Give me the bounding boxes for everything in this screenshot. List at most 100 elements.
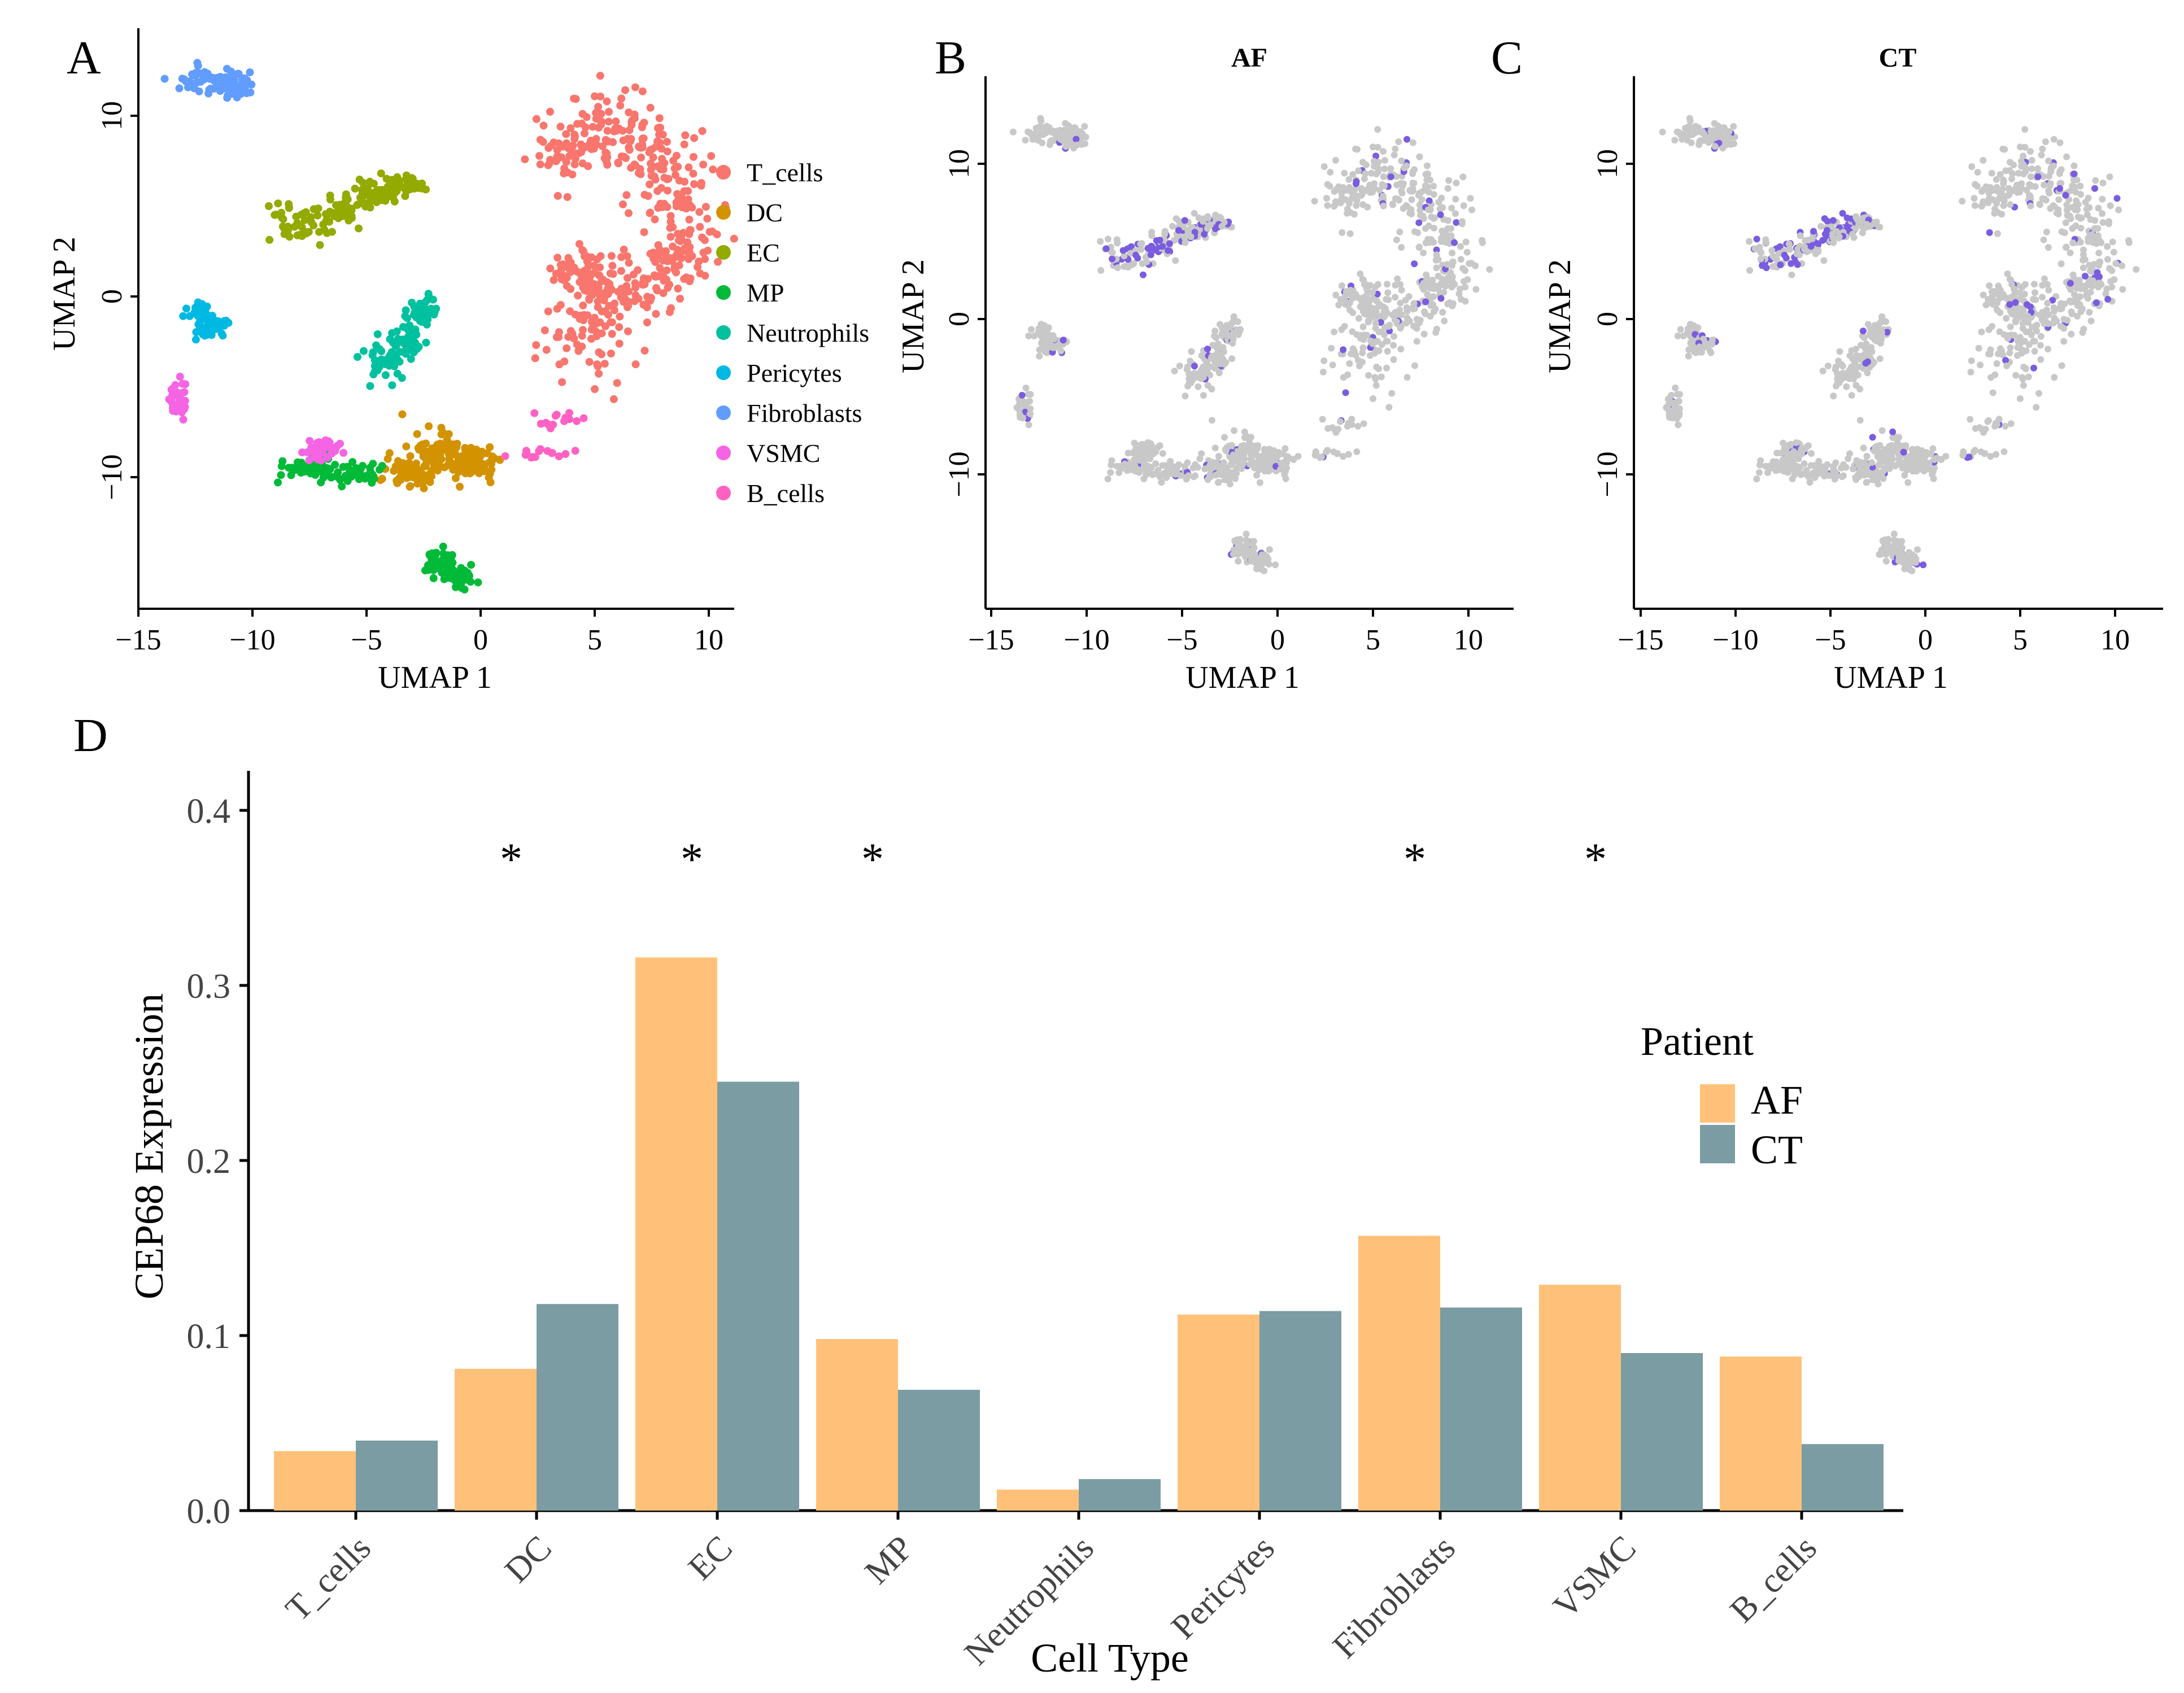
umap-point xyxy=(2009,170,2016,177)
umap-point xyxy=(395,348,403,356)
umap-point xyxy=(402,350,410,358)
umap-point xyxy=(1025,421,1032,429)
y-tick-label: 10 xyxy=(96,101,128,130)
umap-point xyxy=(1829,217,1837,224)
umap-point xyxy=(551,412,560,420)
umap-point xyxy=(604,117,613,126)
umap-point xyxy=(1869,434,1876,441)
y-tick-label: −10 xyxy=(96,454,128,500)
umap-point xyxy=(1218,222,1226,230)
umap-point xyxy=(1222,447,1230,455)
umap-point xyxy=(1845,455,1852,462)
umap-point xyxy=(1344,371,1352,378)
legend-dot xyxy=(716,165,731,180)
umap-point xyxy=(1866,331,1873,338)
umap-point xyxy=(619,136,627,145)
umap-point xyxy=(1189,464,1197,472)
umap-point xyxy=(2006,301,2013,308)
umap-point xyxy=(602,137,611,146)
umap-point xyxy=(366,203,374,212)
umap-point xyxy=(2080,264,2087,272)
umap-point xyxy=(1833,472,1841,479)
umap-point xyxy=(550,276,558,284)
umap-point xyxy=(546,156,555,164)
umap-point xyxy=(1402,296,1409,304)
umap-point xyxy=(643,303,651,312)
umap-point xyxy=(1311,452,1319,459)
umap-point xyxy=(1672,385,1679,391)
umap-point xyxy=(339,208,347,216)
umap-point xyxy=(1097,238,1104,245)
legend-dot xyxy=(716,245,731,260)
umap-point xyxy=(1449,250,1456,256)
umap-point xyxy=(1825,472,1833,479)
umap-point xyxy=(377,169,385,178)
umap-point xyxy=(1379,182,1387,189)
umap-point xyxy=(188,70,197,78)
umap-point xyxy=(1409,139,1416,146)
umap-point xyxy=(1230,451,1237,459)
umap-point xyxy=(603,150,611,158)
umap-point xyxy=(390,466,398,475)
umap-point xyxy=(2041,181,2048,189)
umap-point xyxy=(485,473,493,482)
umap-point xyxy=(1361,175,1368,182)
umap-point xyxy=(2084,280,2091,287)
umap-point xyxy=(2041,195,2048,203)
umap-point xyxy=(1677,130,1684,138)
umap-point xyxy=(2040,236,2047,243)
umap-point xyxy=(1909,446,1916,453)
umap-point xyxy=(2062,219,2069,226)
umap-point xyxy=(1243,530,1250,538)
umap-point xyxy=(1784,450,1791,457)
umap-point xyxy=(1185,379,1193,387)
x-tick-label: −15 xyxy=(968,624,1014,656)
umap-point xyxy=(1441,317,1448,325)
umap-point xyxy=(1817,222,1825,230)
umap-point xyxy=(1727,141,1734,148)
umap-point xyxy=(1241,428,1248,435)
umap-point xyxy=(1339,229,1346,236)
umap-point xyxy=(2024,319,2032,326)
umap-point xyxy=(1830,462,1837,470)
umap-point xyxy=(1156,442,1163,450)
umap-point xyxy=(343,474,352,482)
umap-point xyxy=(1695,141,1703,149)
umap-point xyxy=(1398,157,1405,164)
umap-point xyxy=(570,160,579,169)
umap-point xyxy=(1444,225,1451,232)
umap-point xyxy=(1753,235,1760,243)
umap-point xyxy=(432,558,441,566)
umap-point xyxy=(407,342,416,351)
umap-point xyxy=(543,447,552,455)
umap-point xyxy=(317,478,325,487)
umap-point xyxy=(2005,185,2012,192)
umap-point xyxy=(1239,443,1246,450)
umap-point xyxy=(1985,326,1993,333)
umap-point xyxy=(2084,295,2091,302)
umap-point xyxy=(521,451,530,459)
umap-point xyxy=(1331,328,1338,335)
umap-point xyxy=(2026,193,2034,200)
umap-point xyxy=(2112,260,2120,267)
umap-point xyxy=(1479,237,1486,244)
umap-point xyxy=(2041,275,2048,282)
umap-point xyxy=(446,440,454,449)
umap-point xyxy=(2080,256,2087,264)
umap-point xyxy=(409,334,417,342)
umap-point xyxy=(1420,286,1427,293)
umap-point xyxy=(596,92,605,101)
umap-point xyxy=(1409,185,1416,192)
umap-point xyxy=(1466,260,1473,267)
umap-point xyxy=(338,482,346,491)
umap-point xyxy=(205,325,213,333)
umap-point xyxy=(2069,239,2077,247)
umap-point xyxy=(1200,392,1207,399)
umap-point xyxy=(561,413,570,422)
umap-point xyxy=(1372,308,1380,315)
bar-ct xyxy=(1259,1311,1341,1511)
umap-point xyxy=(591,92,599,101)
umap-point xyxy=(1830,239,1837,246)
umap-point xyxy=(1022,137,1029,144)
umap-point xyxy=(437,424,446,432)
